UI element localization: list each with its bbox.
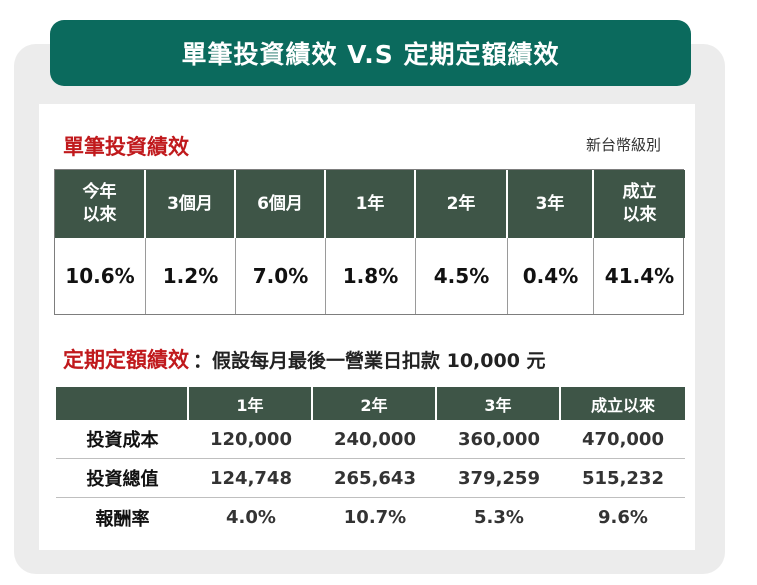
dca-heading-line: 定期定額績效 ：假設每月最後一營業日扣款 10,000 元 bbox=[63, 344, 546, 374]
single-investment-heading: 單筆投資績效 bbox=[63, 135, 189, 159]
return-value: 7.0% bbox=[236, 238, 326, 314]
period-header: 2年 bbox=[416, 170, 508, 238]
period-header: 今年 以來 bbox=[55, 170, 146, 238]
table-cell: 4.0% bbox=[226, 507, 276, 528]
period-header: 6個月 bbox=[236, 170, 326, 238]
period-header: 成立 以來 bbox=[594, 170, 685, 238]
period-header: 3年 bbox=[508, 170, 594, 238]
return-value: 1.2% bbox=[146, 238, 236, 314]
row-label-total-value: 投資總值 bbox=[56, 459, 189, 498]
single-performance-table: 今年 以來 3個月 6個月 1年 2年 3年 成立 以來 10.6% 1.2% … bbox=[54, 169, 685, 315]
return-value: 4.5% bbox=[416, 238, 508, 314]
dca-period-header: 3年 bbox=[437, 387, 561, 420]
dca-header-blank bbox=[56, 387, 189, 420]
period-header: 1年 bbox=[326, 170, 416, 238]
row-label-cost: 投資成本 bbox=[56, 420, 189, 459]
table-cell: 515,232 bbox=[561, 459, 685, 498]
row-label-return-rate: 報酬率 bbox=[95, 508, 150, 530]
return-value: 0.4% bbox=[508, 238, 594, 314]
table-cell: 240,000 bbox=[313, 420, 437, 459]
table-cell: 265,643 bbox=[313, 459, 437, 498]
table-cell: 470,000 bbox=[561, 420, 685, 459]
table-cell: 124,748 bbox=[189, 459, 313, 498]
dca-heading: 定期定額績效 bbox=[63, 348, 189, 372]
return-value: 10.6% bbox=[55, 238, 146, 314]
dca-period-header: 成立以來 bbox=[561, 387, 685, 420]
return-value: 1.8% bbox=[326, 238, 416, 314]
table-cell: 360,000 bbox=[437, 420, 561, 459]
page-title: 單筆投資績效 V.S 定期定額績效 bbox=[50, 20, 691, 86]
dca-performance-table: 1年 2年 3年 成立以來 投資成本 120,000 240,000 360,0… bbox=[56, 387, 685, 537]
return-value: 41.4% bbox=[604, 264, 675, 288]
dca-assumption-note: ：假設每月最後一營業日扣款 10,000 元 bbox=[193, 350, 546, 372]
table-cell: 379,259 bbox=[437, 459, 561, 498]
currency-class-label: 新台幣級別 bbox=[585, 136, 661, 154]
table-cell: 10.7% bbox=[343, 507, 407, 528]
period-header: 3個月 bbox=[146, 170, 236, 238]
table-cell: 9.6% bbox=[598, 507, 648, 528]
table-cell: 120,000 bbox=[189, 420, 313, 459]
dca-period-header: 1年 bbox=[189, 387, 313, 420]
dca-period-header: 2年 bbox=[313, 387, 437, 420]
table-cell: 5.3% bbox=[474, 507, 524, 528]
